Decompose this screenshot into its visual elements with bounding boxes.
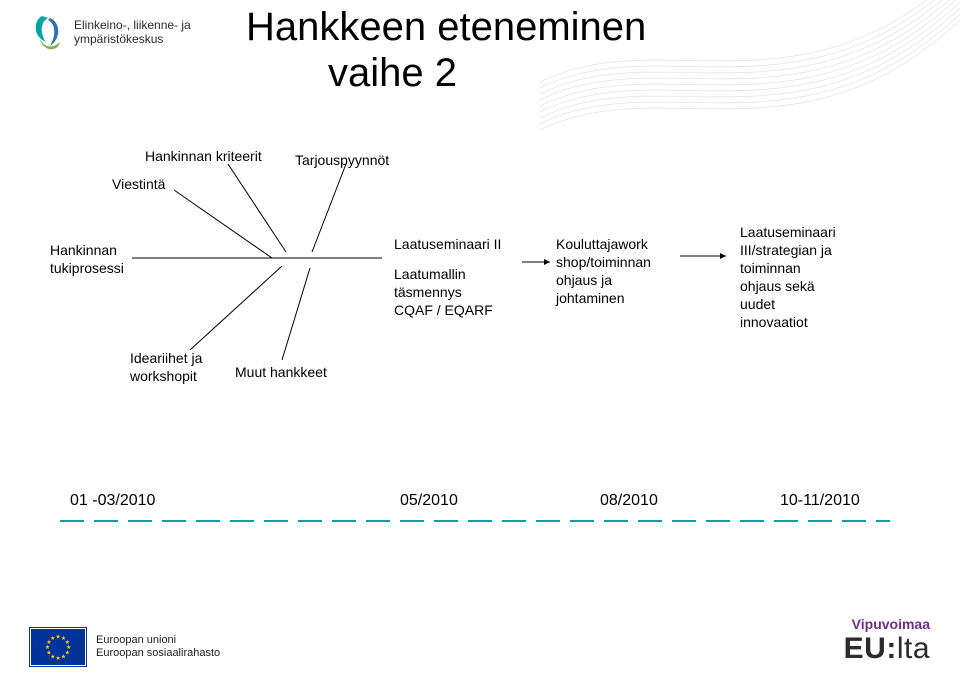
vipuvoimaa-logo: Vipuvoimaa EU:lta xyxy=(844,616,930,666)
timeline-label-0: 01 -03/2010 xyxy=(70,492,155,510)
page-title-line2: vaihe 2 xyxy=(246,50,646,96)
diagram-node-viestinta: Viestintä xyxy=(112,176,165,194)
ely-logo: Elinkeino-, liikenne- ja ympäristökeskus xyxy=(30,12,191,54)
diagram-node-hankinnan_kriteerit: Hankinnan kriteerit xyxy=(145,148,262,166)
svg-text:★: ★ xyxy=(50,635,55,642)
footer: ★★★★★★★★★★★★ Euroopan unioni Euroopan so… xyxy=(30,616,930,666)
diagram-node-laatu3_l2: III/strategian ja xyxy=(740,242,832,260)
diagram-node-laatu3_l1: Laatuseminaari xyxy=(740,224,836,242)
diagram-node-laatu3_l6: innovaatiot xyxy=(740,314,808,332)
eu-flag-icon: ★★★★★★★★★★★★ xyxy=(30,628,86,666)
timeline-labels: 01 -03/2010 05/2010 08/2010 10-11/2010 xyxy=(60,492,900,514)
timeline-label-1: 05/2010 xyxy=(400,492,458,510)
timeline: 01 -03/2010 05/2010 08/2010 10-11/2010 xyxy=(60,492,900,522)
eu-logo-text: Euroopan unioni Euroopan sosiaalirahasto xyxy=(96,634,220,660)
ely-logo-text-line2: ympäristökeskus xyxy=(74,33,191,47)
vipuvoimaa-small: Vipuvoimaa xyxy=(844,616,930,632)
page-title-line1: Hankkeen eteneminen xyxy=(246,4,646,50)
eu-logo-text-line1: Euroopan unioni xyxy=(96,634,220,647)
vipuvoimaa-big: EU:lta xyxy=(844,632,930,666)
diagram-node-laatu3_l3: toiminnan xyxy=(740,260,801,278)
diagram-node-kouluttaja_l2: shop/toiminnan xyxy=(556,254,651,272)
diagram-node-kouluttaja_l3: ohjaus ja xyxy=(556,272,612,290)
svg-text:★: ★ xyxy=(61,653,66,660)
diagram-node-laatuseminaari2: Laatuseminaari II xyxy=(394,236,501,254)
vipuvoimaa-big-bold: EU: xyxy=(844,632,897,665)
eu-logo-block: ★★★★★★★★★★★★ Euroopan unioni Euroopan so… xyxy=(30,628,220,666)
diagram-node-laatu3_l5: uudet xyxy=(740,296,775,314)
diagram-node-ideariihet_l1: Ideariihet ja xyxy=(130,350,202,368)
diagram-node-laatumallin_l3: CQAF / EQARF xyxy=(394,302,493,320)
fishbone-diagram: Hankinnan kriteerit Tarjouspyynnöt Viestin… xyxy=(50,140,920,470)
diagram-node-kouluttaja_l1: Kouluttajawork xyxy=(556,236,648,254)
timeline-dashline xyxy=(60,520,890,522)
ely-logo-text: Elinkeino-, liikenne- ja ympäristökeskus xyxy=(74,19,191,47)
ely-logo-mark xyxy=(30,12,66,54)
diagram-node-laatumallin_l1: Laatumallin xyxy=(394,266,466,284)
diagram-node-kouluttaja_l4: johtaminen xyxy=(556,290,625,308)
timeline-label-2: 08/2010 xyxy=(600,492,658,510)
timeline-label-3: 10-11/2010 xyxy=(780,492,860,510)
page-title: Hankkeen eteneminen vaihe 2 xyxy=(246,4,646,96)
diagram-node-ideariihet_l2: workshopit xyxy=(130,368,197,386)
diagram-node-muut_hankkeet: Muut hankkeet xyxy=(235,364,327,382)
svg-text:★: ★ xyxy=(55,655,60,662)
vipuvoimaa-big-rest: lta xyxy=(897,632,930,665)
diagram-node-hankinnan_tukiprosessi_l1: Hankinnan xyxy=(50,242,117,260)
diagram-node-tarjouspyynnot: Tarjouspyynnöt xyxy=(295,152,389,170)
diagram-node-hankinnan_tukiprosessi_l2: tukiprosessi xyxy=(50,260,124,278)
diagram-node-laatu3_l4: ohjaus sekä xyxy=(740,278,815,296)
diagram-node-laatumallin_l2: täsmennys xyxy=(394,284,462,302)
eu-logo-text-line2: Euroopan sosiaalirahasto xyxy=(96,647,220,660)
ely-logo-text-line1: Elinkeino-, liikenne- ja xyxy=(74,19,191,33)
